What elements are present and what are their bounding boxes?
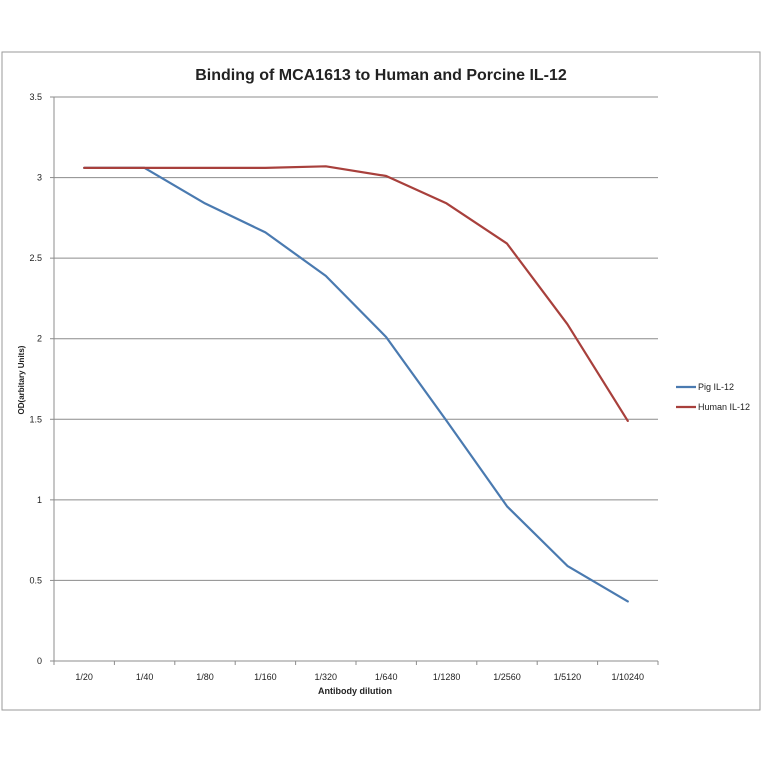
y-tick-label: 2 xyxy=(37,334,42,344)
x-tick-label: 1/320 xyxy=(315,672,338,682)
y-tick-label: 0.5 xyxy=(29,575,42,585)
y-tick-label: 2.5 xyxy=(29,253,42,263)
x-tick-label: 1/2560 xyxy=(493,672,521,682)
legend: Pig IL-12 Human IL-12 xyxy=(676,382,750,412)
x-tick-label: 1/640 xyxy=(375,672,398,682)
x-axis-label: Antibody dilution xyxy=(318,686,392,696)
x-tick-label: 1/5120 xyxy=(554,672,582,682)
x-tick-label: 1/40 xyxy=(136,672,154,682)
y-tick-label: 3 xyxy=(37,173,42,183)
y-tick-label: 3.5 xyxy=(29,92,42,102)
legend-label: Human IL-12 xyxy=(698,402,750,412)
y-tick-label: 1 xyxy=(37,495,42,505)
chart-border xyxy=(1,51,761,711)
x-tick-labels: 1/20 1/40 1/80 1/160 1/320 1/640 1/1280 1/2560 1… xyxy=(75,672,644,682)
gridlines xyxy=(54,96,658,581)
series-line-pig-il-12 xyxy=(83,166,629,603)
x-tick-label: 1/20 xyxy=(75,672,93,682)
series-lines xyxy=(83,165,629,603)
y-tick-label: 0 xyxy=(37,656,42,666)
chart-title: Binding of MCA1613 to Human and Porcine … xyxy=(195,67,567,84)
x-tick-label: 1/10240 xyxy=(612,672,645,682)
series-line-human-il-12 xyxy=(83,165,629,422)
x-tick-label: 1/80 xyxy=(196,672,214,682)
axes xyxy=(50,96,659,665)
y-tick-label: 1.5 xyxy=(29,414,42,424)
x-tick-label: 1/1280 xyxy=(433,672,461,682)
y-axis-label: OD(arbitary Units) xyxy=(17,345,26,414)
x-tick-label: 1/160 xyxy=(254,672,277,682)
y-tick-labels: 0 0.5 1 1.5 2 2.5 3 3.5 xyxy=(29,92,42,666)
legend-label: Pig IL-12 xyxy=(698,382,734,392)
